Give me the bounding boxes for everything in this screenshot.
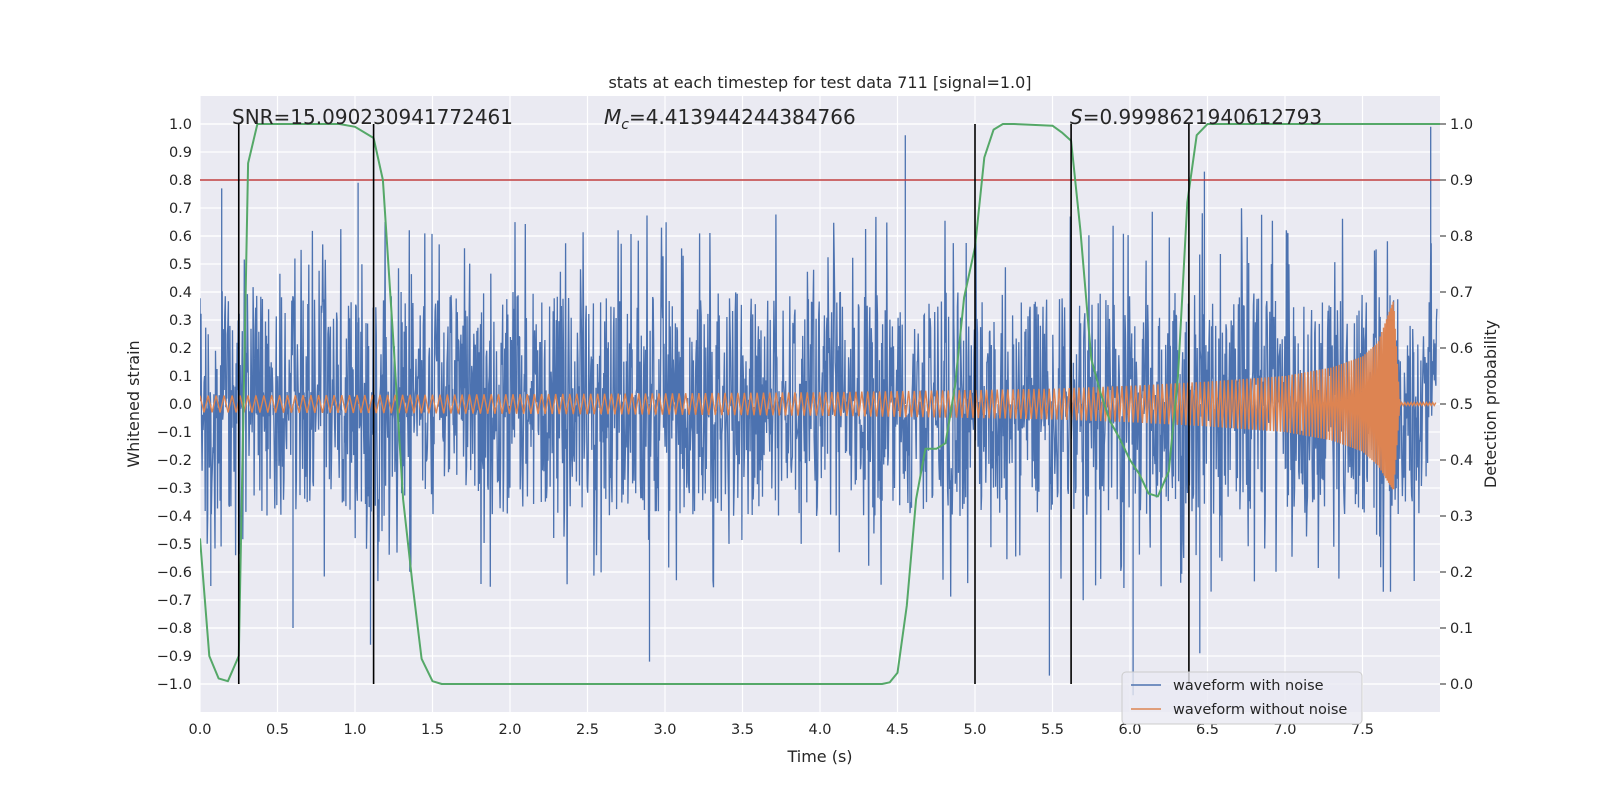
noisy-waveform-line xyxy=(200,126,1438,696)
legend-label-noisy: waveform with noise xyxy=(1173,678,1324,694)
right-tick-label: 0.7 xyxy=(1450,285,1473,301)
left-tick-label: 0.4 xyxy=(169,285,192,301)
left-tick-label: −0.6 xyxy=(157,565,192,581)
right-tick-label: 0.1 xyxy=(1450,621,1473,637)
x-tick-label: 7.0 xyxy=(1273,722,1296,738)
right-tick-label: 0.0 xyxy=(1450,677,1473,693)
left-tick-label: −1.0 xyxy=(157,677,192,693)
legend: waveform with noise waveform without noi… xyxy=(1121,671,1363,725)
series-waveform-with-noise xyxy=(200,126,1438,696)
right-tick-label: 0.4 xyxy=(1450,453,1473,469)
stat-symbol: S xyxy=(1070,105,1083,129)
x-tick-label: 6.5 xyxy=(1196,722,1219,738)
chart-title: stats at each timestep for test data 711… xyxy=(608,73,1031,92)
left-tick-label: −0.3 xyxy=(157,481,192,497)
x-tick-label: 4.0 xyxy=(808,722,831,738)
x-tick-label: 2.5 xyxy=(576,722,599,738)
chirp-mass-annotation: Mc=4.413944244384766 xyxy=(604,105,856,133)
x-tick-label: 5.5 xyxy=(1041,722,1064,738)
x-tick-label: 3.5 xyxy=(731,722,754,738)
x-tick-label: 0.5 xyxy=(266,722,289,738)
x-tick-label: 6.0 xyxy=(1118,722,1141,738)
left-tick-label: −0.7 xyxy=(157,593,192,609)
x-tick-label: 1.5 xyxy=(421,722,444,738)
left-tick-label: 0.8 xyxy=(169,173,192,189)
stat-annotation: S=0.9998621940612793 xyxy=(1070,105,1322,129)
legend-box xyxy=(1121,671,1363,725)
chirp-mass-value: =4.413944244384766 xyxy=(629,105,856,129)
x-tick-label: 1.0 xyxy=(343,722,366,738)
left-tick-label: 1.0 xyxy=(169,117,192,133)
legend-label-clean: waveform without noise xyxy=(1173,702,1347,718)
snr-annotation: SNR=15.090230941772461 xyxy=(232,105,513,129)
left-tick-label: 0.5 xyxy=(169,257,192,273)
left-tick-label: 0.1 xyxy=(169,369,192,385)
probability-line xyxy=(200,123,1440,685)
x-tick-label: 2.0 xyxy=(498,722,521,738)
data-layer xyxy=(200,123,1440,696)
right-tick-label: 0.5 xyxy=(1450,397,1473,413)
right-tick-label: 0.6 xyxy=(1450,341,1473,357)
clean-waveform-line xyxy=(200,301,1437,490)
x-tick-label: 7.5 xyxy=(1351,722,1374,738)
right-tick-label: 0.9 xyxy=(1450,173,1473,189)
left-tick-label: 0.3 xyxy=(169,313,192,329)
series-detection-probability xyxy=(200,123,1440,685)
series-waveform-without-noise xyxy=(200,301,1437,490)
chirp-mass-subscript: c xyxy=(621,117,629,133)
left-tick-label: −0.1 xyxy=(157,425,192,441)
event-markers xyxy=(237,124,1190,684)
left-tick-label: −0.8 xyxy=(157,621,192,637)
right-tick-label: 0.3 xyxy=(1450,509,1473,525)
left-tick-label: −0.4 xyxy=(157,509,192,525)
x-tick-label: 0.0 xyxy=(188,722,211,738)
left-tick-label: −0.9 xyxy=(157,649,192,665)
axis-ticks: 0.0 0.5 1.0 1.5 2.0 2.5 3.0 3.5 4.0 4.5 5.0 5.5 6.0 6… xyxy=(157,117,1473,738)
left-tick-label: 0.9 xyxy=(169,145,192,161)
left-tick-label: 0.0 xyxy=(169,397,192,413)
right-tick-label: 0.2 xyxy=(1450,565,1473,581)
left-tick-label: −0.5 xyxy=(157,537,192,553)
left-tick-label: −0.2 xyxy=(157,453,192,469)
right-tick-label: 1.0 xyxy=(1450,117,1473,133)
left-tick-label: 0.7 xyxy=(169,201,192,217)
x-tick-label: 4.5 xyxy=(886,722,909,738)
right-axis-label: Detection probability xyxy=(1481,320,1500,488)
left-axis-label: Whitened strain xyxy=(124,340,143,467)
stat-value: =0.9998621940612793 xyxy=(1083,105,1322,129)
left-tick-label: 0.6 xyxy=(169,229,192,245)
x-axis-label: Time (s) xyxy=(786,747,852,766)
right-tick-label: 0.8 xyxy=(1450,229,1473,245)
left-tick-label: 0.2 xyxy=(169,341,192,357)
x-tick-label: 3.0 xyxy=(653,722,676,738)
x-tick-label: 5.0 xyxy=(963,722,986,738)
chirp-mass-symbol: M xyxy=(604,105,621,129)
